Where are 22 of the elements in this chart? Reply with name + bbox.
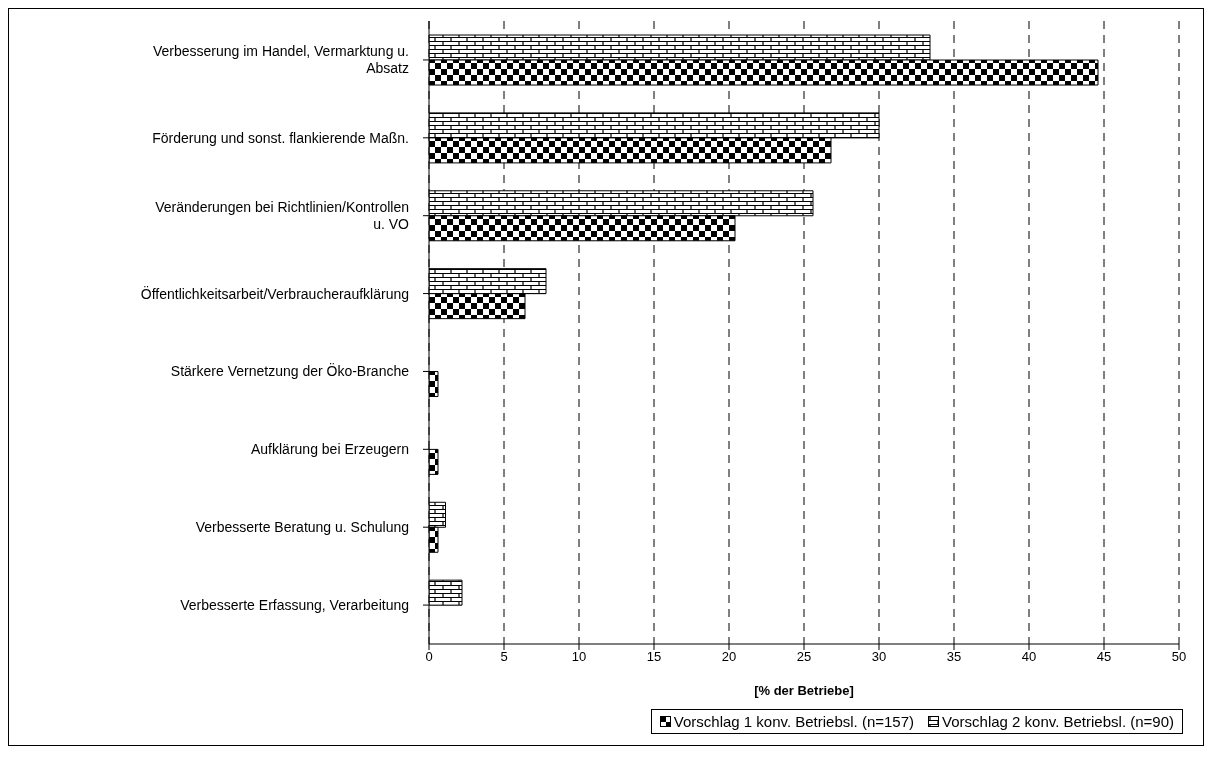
y-tick-label: Veränderungen bei Richtlinien/Kontrollen u. VO bbox=[155, 199, 410, 233]
x-tick-label: 35 bbox=[946, 649, 962, 665]
x-tick-label: 40 bbox=[1021, 649, 1037, 665]
x-tick-label: 0 bbox=[425, 649, 433, 665]
y-tick-label: Öffentlichkeitsarbeit/Verbraucheraufklärung bbox=[140, 284, 409, 302]
y-tick-label: Stärkere Vernetzung der Öko-Branche bbox=[170, 362, 410, 380]
x-tick-label: 5 bbox=[500, 649, 508, 665]
x-tick-label: 15 bbox=[646, 649, 662, 665]
legend-label: Vorschlag 2 konv. Betriebsl. (n=90) bbox=[942, 713, 1174, 730]
x-axis-title: [% der Betriebe] bbox=[754, 683, 854, 698]
x-tick-label: 45 bbox=[1096, 649, 1112, 665]
legend-label: Vorschlag 1 konv. Betriebsl. (n=157) bbox=[673, 713, 915, 730]
y-tick-label: Verbesserte Erfassung, Verarbeitung bbox=[180, 597, 409, 614]
y-tick-label: Verbesserung im Handel, Vermarktung u. Absatz bbox=[152, 43, 409, 77]
x-tick-label: 20 bbox=[721, 649, 737, 665]
y-tick-label: Förderung und sonst. flankierende Maßn. bbox=[152, 129, 409, 146]
y-tick-label: Verbesserte Beratung u. Schulung bbox=[195, 519, 409, 536]
x-tick-label: 10 bbox=[571, 649, 587, 665]
x-tick-label: 50 bbox=[1171, 649, 1187, 665]
x-tick-label: 25 bbox=[796, 649, 812, 665]
y-tick-label: Aufklärung bei Erzeugern bbox=[251, 441, 409, 458]
x-tick-label: 30 bbox=[871, 649, 887, 665]
